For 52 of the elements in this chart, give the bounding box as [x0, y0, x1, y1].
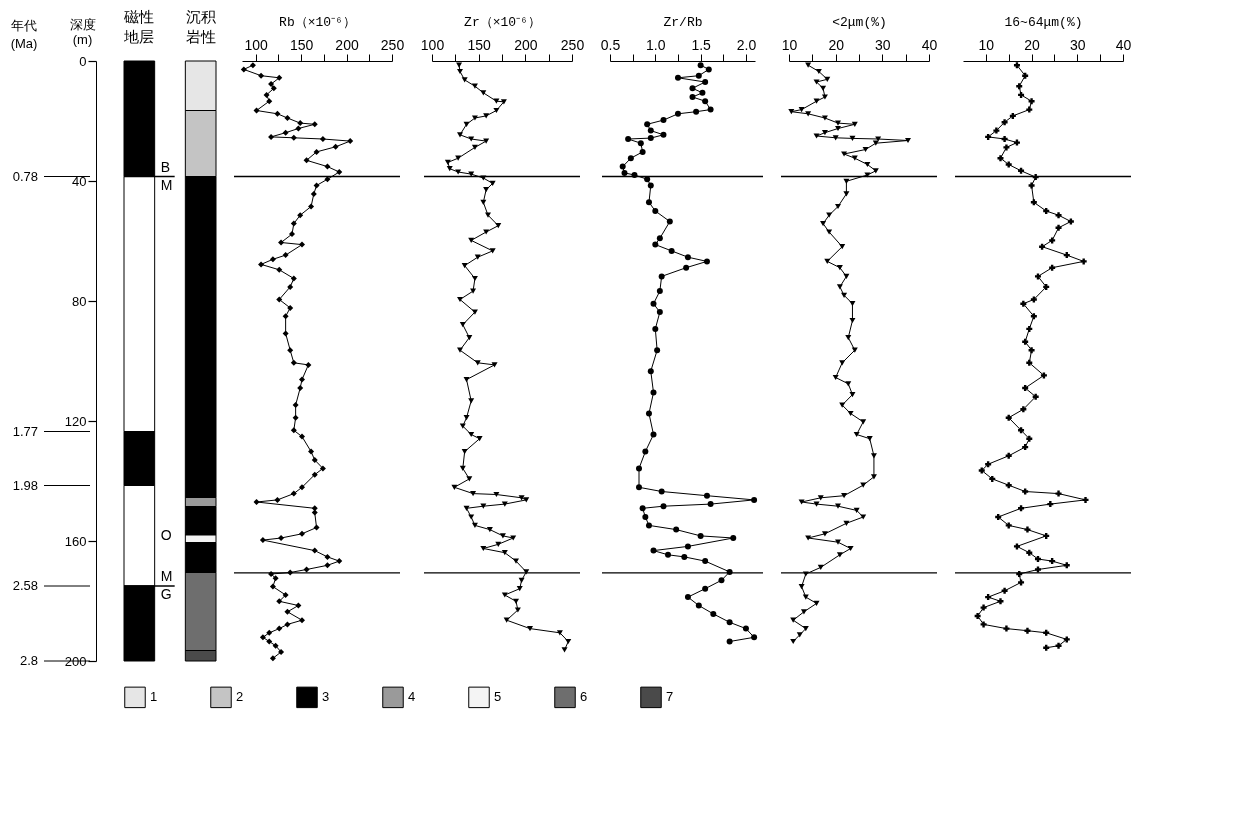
x-tick-label: 30 [1070, 36, 1086, 53]
x-axis-title: Zr/Rb [663, 14, 703, 30]
legend-label: 7 [666, 689, 674, 705]
annotation: M [160, 568, 173, 584]
x-tick-label: 250 [560, 36, 585, 53]
x-tick-label: 20 [828, 36, 845, 53]
y-tick-label: 40 [72, 173, 87, 189]
x-tick-label: 40 [1115, 36, 1132, 53]
text: 0.78 [12, 168, 38, 184]
y-tick-label: 160 [64, 533, 87, 549]
x-tick-label: 30 [875, 36, 891, 53]
y-tick-label: 80 [72, 293, 87, 309]
x-tick-label: 40 [921, 36, 938, 53]
annotation: M [160, 176, 173, 193]
x-tick-label: 磁性地层 [123, 8, 155, 45]
legend-label: 4 [408, 689, 416, 705]
text: 1.77 [12, 423, 38, 439]
x-axis-title: <2μm(%) [832, 14, 887, 30]
text: 2.8 [19, 653, 38, 668]
annotation: O [160, 526, 172, 543]
x-tick-label: 1.5 [691, 36, 712, 53]
annotation: G [160, 586, 172, 602]
x-tick-label: 150 [467, 36, 492, 53]
y-tick-label: 200 [64, 653, 87, 669]
x-tick-label: 200 [335, 36, 359, 53]
text: 年代 (Ma) [10, 18, 38, 51]
y-axis-title: 深度 (m) [69, 16, 96, 47]
x-tick-label: 10 [781, 36, 798, 53]
x-tick-label: 0.5 [600, 36, 621, 53]
x-tick-label: 150 [289, 36, 314, 53]
x-tick-label: 100 [420, 36, 445, 53]
x-tick-label: 20 [1024, 36, 1041, 53]
legend-label: 5 [494, 689, 502, 705]
text: 1.98 [12, 477, 38, 493]
legend-label: 6 [580, 689, 588, 705]
annotation: B [160, 158, 171, 175]
y-tick-label: 120 [64, 413, 87, 429]
x-tick-label: 2.0 [736, 36, 757, 53]
legend-label: 2 [236, 689, 244, 705]
legend-label: 3 [322, 689, 330, 705]
x-tick-label: 100 [244, 36, 269, 53]
x-axis-title: Zr（×10⁻⁶） [464, 14, 541, 30]
x-tick-label: 250 [380, 36, 405, 53]
text: 2.58 [12, 578, 38, 593]
y-tick-label: 0 [79, 53, 87, 69]
x-tick-label: 200 [514, 36, 538, 53]
x-tick-label: 沉积岩性 [185, 8, 216, 45]
x-axis-title: Rb（×10⁻⁶） [279, 14, 356, 30]
x-axis-title: 16~64μm(%) [1004, 14, 1083, 30]
x-tick-label: 10 [978, 36, 995, 53]
x-tick-label: 1.0 [646, 36, 666, 53]
legend-label: 1 [150, 689, 158, 705]
